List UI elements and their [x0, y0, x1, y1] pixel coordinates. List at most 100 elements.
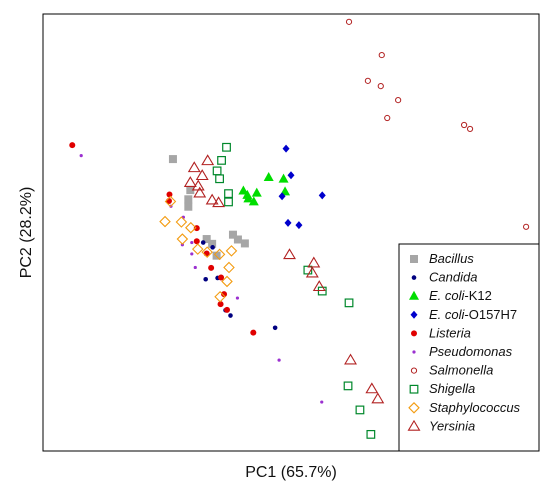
- data-point-salmonella-1: [378, 51, 385, 59]
- data-point-e-coli-o157h7-3: [318, 191, 326, 200]
- data-point-e-coli-k12-5: [243, 193, 254, 203]
- data-point-pseudomonas-5: [190, 240, 194, 245]
- data-point-yersinia-0: [187, 161, 201, 173]
- data-point-staphylococcus-1: [159, 215, 171, 228]
- data-point-listeria-4: [193, 238, 200, 245]
- data-point-yersinia-8: [283, 248, 296, 260]
- data-point-shigella-0: [222, 142, 231, 152]
- data-point-listeria-11: [250, 329, 257, 336]
- data-point-yersinia-11: [312, 280, 326, 292]
- data-point-shigella-7: [317, 286, 327, 296]
- y-axis-title: PC2 (28.2%): [18, 187, 35, 279]
- data-point-candida-5: [228, 313, 233, 318]
- data-point-salmonella-0: [345, 18, 353, 25]
- data-point-shigella-4: [224, 189, 233, 199]
- data-point-listeria-10: [224, 306, 231, 313]
- data-point-staphylococcus-6: [201, 246, 213, 258]
- legend-label-pseudomonas: Pseudomonas: [429, 344, 513, 359]
- data-point-bacillus-0: [168, 155, 177, 164]
- data-point-candida-1: [203, 276, 208, 282]
- x-axis-title: PC1 (65.7%): [245, 464, 337, 481]
- data-point-salmonella-6: [461, 121, 468, 129]
- data-point-bacillus-7: [202, 235, 211, 244]
- data-point-bacillus-1: [186, 186, 195, 195]
- data-point-staphylococcus-11: [214, 290, 226, 303]
- data-point-candida-0: [200, 240, 206, 245]
- legend-marker-listeria: [411, 330, 417, 337]
- legend-marker-e-coli-o157h7: [410, 310, 418, 319]
- legend-box: [398, 243, 540, 452]
- data-point-bacillus-6: [240, 239, 249, 248]
- data-point-staphylococcus-8: [225, 245, 238, 257]
- legend-marker-shigella: [409, 384, 419, 394]
- data-point-staphylococcus-9: [223, 261, 235, 274]
- data-point-candida-3: [210, 245, 215, 250]
- data-point-yersinia-5: [193, 186, 207, 198]
- data-point-e-coli-o157h7-2: [278, 192, 286, 201]
- data-point-shigella-9: [343, 381, 353, 391]
- legend-marker-candida: [411, 275, 417, 280]
- data-point-e-coli-o157h7-5: [295, 221, 303, 230]
- data-points-layer: [69, 18, 530, 439]
- data-point-pseudomonas-4: [190, 252, 194, 256]
- data-point-pseudomonas-6: [193, 265, 197, 270]
- data-point-salmonella-3: [377, 83, 384, 90]
- data-point-salmonella-5: [384, 114, 391, 122]
- legend-marker-bacillus: [410, 255, 418, 263]
- data-point-yersinia-7: [212, 196, 226, 208]
- data-point-candida-6: [272, 325, 278, 331]
- legend-label-listeria: Listeria: [429, 325, 471, 340]
- data-point-yersinia-4: [191, 179, 205, 191]
- data-point-shigella-8: [344, 298, 354, 308]
- data-point-bacillus-8: [208, 239, 217, 248]
- data-point-e-coli-k12-0: [263, 171, 274, 181]
- data-point-staphylococcus-5: [191, 243, 204, 255]
- legend-label-staphylococcus: Staphylococcus: [429, 400, 521, 415]
- data-point-bacillus-4: [228, 230, 237, 239]
- data-point-shigella-2: [212, 166, 222, 176]
- data-point-staphylococcus-3: [185, 221, 197, 234]
- data-point-staphylococcus-7: [213, 248, 226, 261]
- legend-label-shigella: Shigella: [429, 381, 475, 396]
- data-point-shigella-5: [224, 197, 233, 207]
- data-point-shigella-3: [215, 174, 224, 184]
- data-point-staphylococcus-4: [176, 233, 189, 245]
- data-point-listeria-1: [166, 191, 173, 198]
- data-point-salmonella-7: [466, 125, 474, 133]
- legend-label-yersinia: Yersinia: [429, 418, 475, 433]
- data-point-yersinia-3: [183, 176, 197, 188]
- data-point-e-coli-k12-1: [278, 173, 289, 183]
- data-point-salmonella-4: [395, 96, 402, 104]
- data-point-listeria-6: [208, 264, 215, 271]
- legend-marker-staphylococcus: [408, 402, 420, 414]
- data-point-e-coli-o157h7-1: [287, 171, 295, 180]
- legend-marker-pseudomonas: [412, 350, 416, 354]
- legend-marker-yersinia: [407, 419, 421, 431]
- legend-label-e-coli-o157h7: E. coli-O157H7: [429, 307, 517, 322]
- data-point-salmonella-8: [523, 223, 530, 230]
- data-point-listeria-9: [217, 301, 224, 308]
- data-point-e-coli-o157h7-0: [282, 144, 290, 153]
- legend: Bacillus Candida E. coli-K12 E. coli-O157H7…: [398, 243, 540, 452]
- data-point-yersinia-6: [205, 193, 219, 205]
- data-point-staphylococcus-0: [164, 195, 177, 208]
- data-point-listeria-8: [221, 291, 228, 298]
- data-point-e-coli-k12-6: [248, 196, 259, 206]
- legend-marker-salmonella: [410, 367, 418, 374]
- data-point-yersinia-10: [305, 266, 319, 278]
- legend-label-e-coli-k12: E. coli-K12: [429, 288, 492, 303]
- data-point-pseudomonas-9: [320, 400, 324, 404]
- data-point-yersinia-13: [365, 382, 379, 394]
- data-point-shigella-10: [355, 405, 365, 415]
- data-point-pseudomonas-7: [235, 296, 240, 300]
- data-point-yersinia-12: [344, 353, 357, 365]
- data-point-shigella-1: [217, 155, 226, 165]
- data-point-salmonella-2: [364, 77, 371, 84]
- data-point-e-coli-o157h7-4: [284, 218, 292, 227]
- data-point-yersinia-2: [195, 169, 209, 181]
- data-point-shigella-11: [366, 429, 376, 439]
- data-point-e-coli-k12-3: [238, 185, 249, 195]
- plot-frame: [42, 13, 540, 452]
- data-point-pseudomonas-8: [277, 358, 281, 362]
